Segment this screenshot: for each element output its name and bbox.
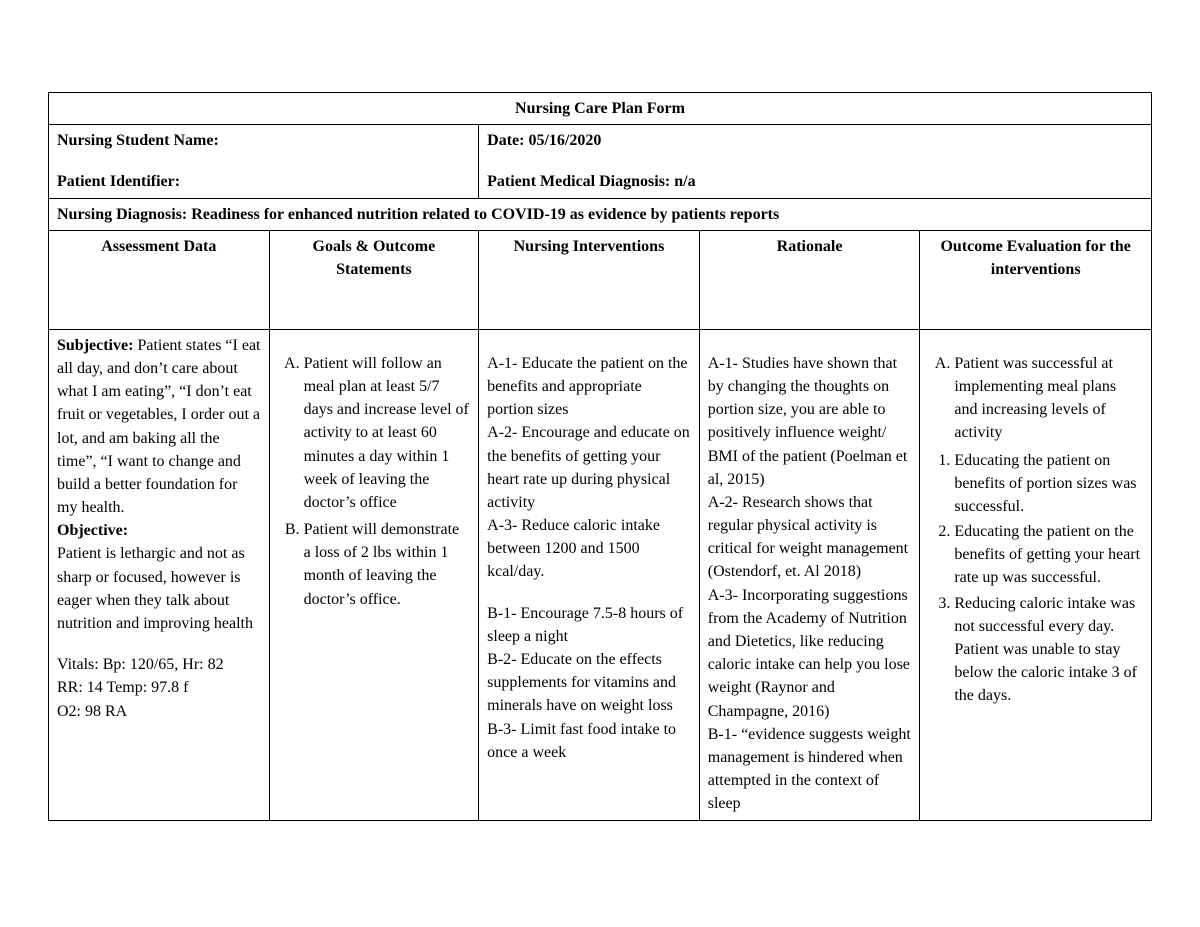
outcome-1: Educating the patient on benefits of por… xyxy=(954,449,1143,519)
col-header-interventions: Nursing Interventions xyxy=(479,230,700,329)
spacer xyxy=(57,152,470,170)
left-header-cell: Nursing Student Name: Patient Identifier… xyxy=(49,125,479,198)
header-row: Nursing Student Name: Patient Identifier… xyxy=(49,125,1152,198)
rationale-a2: A-2- Research shows that regular physica… xyxy=(708,491,912,584)
col-header-assessment: Assessment Data xyxy=(49,230,270,329)
intervention-b3: B-3- Limit fast food intake to once a we… xyxy=(487,718,691,764)
rationale-cell: A-1- Studies have shown that by changing… xyxy=(699,329,920,820)
student-name-label: Nursing Student Name: xyxy=(57,129,470,152)
goal-b: Patient will demonstrate a loss of 2 lbs… xyxy=(304,518,471,611)
intervention-a2: A-2- Encourage and educate on the benefi… xyxy=(487,421,691,514)
spacer xyxy=(487,334,691,352)
intervention-a1: A-1- Educate the patient on the benefits… xyxy=(487,352,691,422)
assessment-cell: Subjective: Patient states “I eat all da… xyxy=(49,329,270,820)
vitals-line-1: Vitals: Bp: 120/65, Hr: 82 xyxy=(57,653,261,676)
spacer xyxy=(278,334,471,352)
outcome-num-list: Educating the patient on benefits of por… xyxy=(928,449,1143,708)
content-row: Subjective: Patient states “I eat all da… xyxy=(49,329,1152,820)
page: Nursing Care Plan Form Nursing Student N… xyxy=(0,0,1200,927)
diagnosis-row: Nursing Diagnosis: Readiness for enhance… xyxy=(49,198,1152,230)
outcome-alpha-list: Patient was successful at implementing m… xyxy=(928,352,1143,445)
goals-cell: Patient will follow an meal plan at leas… xyxy=(269,329,479,820)
form-title: Nursing Care Plan Form xyxy=(49,93,1152,125)
col-header-goals: Goals & Outcome Statements xyxy=(269,230,479,329)
title-row: Nursing Care Plan Form xyxy=(49,93,1152,125)
medical-diagnosis-label: Patient Medical Diagnosis: n/a xyxy=(487,170,1143,193)
col-header-rationale: Rationale xyxy=(699,230,920,329)
nursing-diagnosis: Nursing Diagnosis: Readiness for enhance… xyxy=(49,198,1152,230)
outcome-2: Educating the patient on the benefits of… xyxy=(954,520,1143,590)
interventions-cell: A-1- Educate the patient on the benefits… xyxy=(479,329,700,820)
goals-list: Patient will follow an meal plan at leas… xyxy=(278,352,471,611)
column-header-row: Assessment Data Goals & Outcome Statemen… xyxy=(49,230,1152,329)
spacer xyxy=(928,334,1143,352)
patient-id-label: Patient Identifier: xyxy=(57,170,470,193)
subjective-label: Subjective: xyxy=(57,337,133,354)
date-label: Date: 05/16/2020 xyxy=(487,129,1143,152)
spacer xyxy=(487,584,691,602)
vitals-line-3: O2: 98 RA xyxy=(57,700,261,723)
outcome-cell: Patient was successful at implementing m… xyxy=(920,329,1152,820)
objective-label: Objective: xyxy=(57,519,261,542)
outcome-3: Reducing caloric intake was not successf… xyxy=(954,592,1143,708)
outcome-a: Patient was successful at implementing m… xyxy=(954,352,1143,445)
goal-a: Patient will follow an meal plan at leas… xyxy=(304,352,471,514)
spacer xyxy=(57,635,261,653)
spacer xyxy=(708,334,912,352)
subjective-text: Patient states “I eat all day, and don’t… xyxy=(57,337,261,516)
right-header-cell: Date: 05/16/2020 Patient Medical Diagnos… xyxy=(479,125,1152,198)
spacer xyxy=(487,152,1143,170)
intervention-b1: B-1- Encourage 7.5-8 hours of sleep a ni… xyxy=(487,602,691,648)
care-plan-table: Nursing Care Plan Form Nursing Student N… xyxy=(48,92,1152,821)
intervention-a3: A-3- Reduce caloric intake between 1200 … xyxy=(487,514,691,584)
col-header-outcome: Outcome Evaluation for the interventions xyxy=(920,230,1152,329)
rationale-b1: B-1- “evidence suggests weight managemen… xyxy=(708,723,912,816)
rationale-a1: A-1- Studies have shown that by changing… xyxy=(708,352,912,491)
vitals-line-2: RR: 14 Temp: 97.8 f xyxy=(57,676,261,699)
rationale-a3: A-3- Incorporating suggestions from the … xyxy=(708,584,912,723)
intervention-b2: B-2- Educate on the effects supplements … xyxy=(487,648,691,718)
objective-text: Patient is lethargic and not as sharp or… xyxy=(57,542,261,635)
